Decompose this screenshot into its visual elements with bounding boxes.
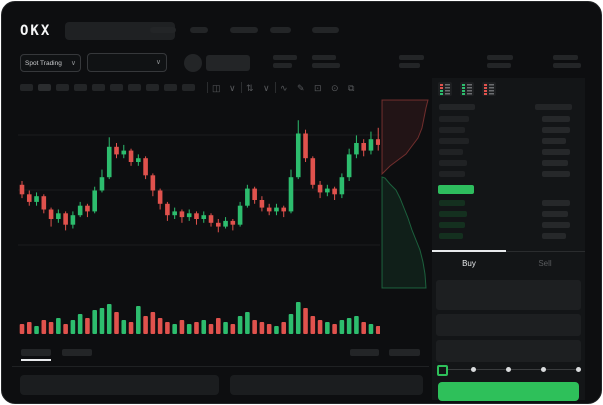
bid-price-placeholder[interactable] [439, 211, 467, 217]
ask-price-placeholder[interactable] [439, 138, 469, 144]
indicators-icon[interactable]: ∿ [280, 83, 288, 93]
timeframe-button[interactable] [38, 84, 51, 91]
bottom-tab-active-indicator [21, 359, 51, 361]
stat-label-placeholder [273, 55, 297, 60]
bid-size-placeholder[interactable] [542, 222, 570, 228]
chevron-down-icon[interactable]: ∨ [229, 83, 236, 93]
toolbar-separator [275, 82, 276, 93]
compare-icon[interactable]: ⇅ [246, 83, 254, 93]
toolbar-separator [207, 82, 208, 93]
bottom-panel-right[interactable] [230, 375, 423, 395]
orderbook-bids-icon[interactable] [460, 82, 474, 96]
slider-handle-icon[interactable] [437, 365, 448, 376]
last-price-bar[interactable] [438, 185, 474, 194]
slider-step-dot[interactable] [506, 367, 511, 372]
bottom-tab-placeholder[interactable] [62, 349, 92, 356]
stat-label-placeholder [487, 55, 513, 60]
timeframe-button[interactable] [128, 84, 141, 91]
nav-item-placeholder[interactable] [230, 27, 258, 33]
bottom-tab-placeholder[interactable] [21, 349, 51, 356]
draw-icon[interactable]: ✎ [297, 83, 305, 93]
timeframe-button[interactable] [74, 84, 87, 91]
stat-value-placeholder [553, 63, 581, 68]
slider-step-dot[interactable] [471, 367, 476, 372]
timeframe-button[interactable] [182, 84, 195, 91]
ask-price-placeholder[interactable] [439, 116, 469, 122]
orderbook-combined-icon[interactable] [438, 82, 452, 96]
stat-value-placeholder [312, 63, 340, 68]
order-form-field[interactable] [436, 340, 581, 362]
orderbook-header-placeholder [535, 104, 572, 110]
tab-buy[interactable]: Buy [462, 259, 476, 268]
pair-name-placeholder [206, 55, 250, 71]
toolbar-separator [241, 82, 242, 93]
market-type-label: Spot Trading [25, 59, 62, 67]
timeframe-button[interactable] [20, 84, 33, 91]
bid-price-placeholder[interactable] [439, 233, 463, 239]
timeframe-button[interactable] [164, 84, 177, 91]
order-form-field[interactable] [436, 280, 581, 310]
stat-label-placeholder [553, 55, 578, 60]
stat-value-placeholder [399, 63, 420, 68]
ask-size-placeholder[interactable] [542, 138, 566, 144]
ask-price-placeholder[interactable] [439, 149, 463, 155]
ask-size-placeholder[interactable] [542, 116, 570, 122]
nav-item-placeholder[interactable] [150, 27, 176, 33]
bid-size-placeholder[interactable] [542, 233, 566, 239]
bid-size-placeholder[interactable] [542, 211, 568, 217]
ask-size-placeholder[interactable] [542, 149, 570, 155]
stat-label-placeholder [312, 55, 336, 60]
bottom-action-placeholder[interactable] [389, 349, 420, 356]
orderbook-panel: Buy Sell [432, 78, 585, 401]
depth-visualization [381, 99, 429, 289]
pair-selector-dropdown[interactable]: ∨ [87, 53, 167, 72]
nav-item-placeholder[interactable] [190, 27, 208, 33]
bottom-action-placeholder[interactable] [350, 349, 379, 356]
chevron-down-icon: ∨ [70, 59, 76, 67]
ask-size-placeholder[interactable] [542, 127, 570, 133]
bid-size-placeholder[interactable] [542, 200, 570, 206]
tab-sell[interactable]: Sell [538, 259, 552, 268]
timeframe-button[interactable] [56, 84, 69, 91]
ask-price-placeholder[interactable] [439, 127, 465, 133]
tab-divider [432, 251, 585, 252]
volume-canvas [19, 302, 380, 334]
candlestick-chart[interactable] [12, 98, 380, 338]
bottom-panel-left[interactable] [20, 375, 219, 395]
fullscreen-icon[interactable]: ⧉ [348, 83, 355, 93]
slider-step-dot[interactable] [541, 367, 546, 372]
search-input[interactable] [65, 22, 175, 40]
okx-logo: OKX [20, 23, 52, 39]
ask-price-placeholder[interactable] [439, 160, 467, 166]
order-form-field[interactable] [436, 314, 581, 336]
ask-price-placeholder[interactable] [439, 171, 465, 177]
stat-label-placeholder [399, 55, 424, 60]
bottom-divider [12, 366, 429, 367]
stat-value-placeholder [487, 63, 511, 68]
ask-size-placeholder[interactable] [542, 160, 568, 166]
stat-value-placeholder [273, 63, 292, 68]
settings-icon[interactable]: ⊙ [331, 83, 339, 93]
coin-avatar [184, 54, 202, 72]
chevron-down-icon[interactable]: ∨ [263, 83, 270, 93]
slider-step-dot[interactable] [576, 367, 581, 372]
timeframe-button[interactable] [146, 84, 159, 91]
nav-item-placeholder[interactable] [270, 27, 291, 33]
market-type-dropdown[interactable]: Spot Trading ∨ [20, 54, 81, 72]
candle-style-icon[interactable]: ◫ [212, 83, 221, 93]
bid-price-placeholder[interactable] [439, 222, 465, 228]
timeframe-button[interactable] [92, 84, 105, 91]
candle-canvas [18, 120, 380, 246]
orderbook-header-placeholder [439, 104, 475, 110]
timeframe-button[interactable] [110, 84, 123, 91]
orderbook-asks-icon[interactable] [482, 82, 496, 96]
submit-order-button[interactable] [438, 382, 579, 401]
nav-item-placeholder[interactable] [312, 27, 339, 33]
ask-size-placeholder[interactable] [542, 171, 570, 177]
camera-icon[interactable]: ⊡ [314, 83, 322, 93]
buy-tab-indicator [432, 250, 506, 252]
chevron-down-icon: ∨ [155, 59, 161, 66]
bid-price-placeholder[interactable] [439, 200, 465, 206]
